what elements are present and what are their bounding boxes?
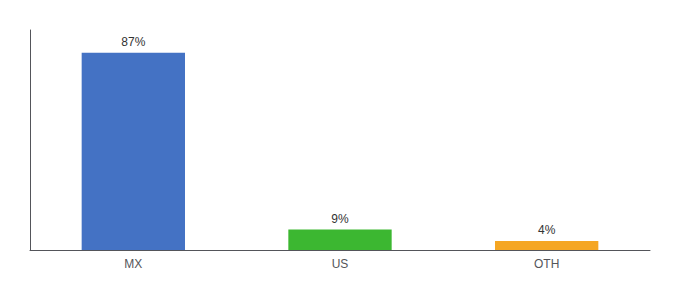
svg-text:MX: MX <box>124 257 142 271</box>
svg-text:9%: 9% <box>331 212 349 226</box>
svg-text:87%: 87% <box>121 35 145 49</box>
svg-text:4%: 4% <box>538 223 556 237</box>
svg-text:US: US <box>332 257 349 271</box>
svg-text:OTH: OTH <box>534 257 559 271</box>
